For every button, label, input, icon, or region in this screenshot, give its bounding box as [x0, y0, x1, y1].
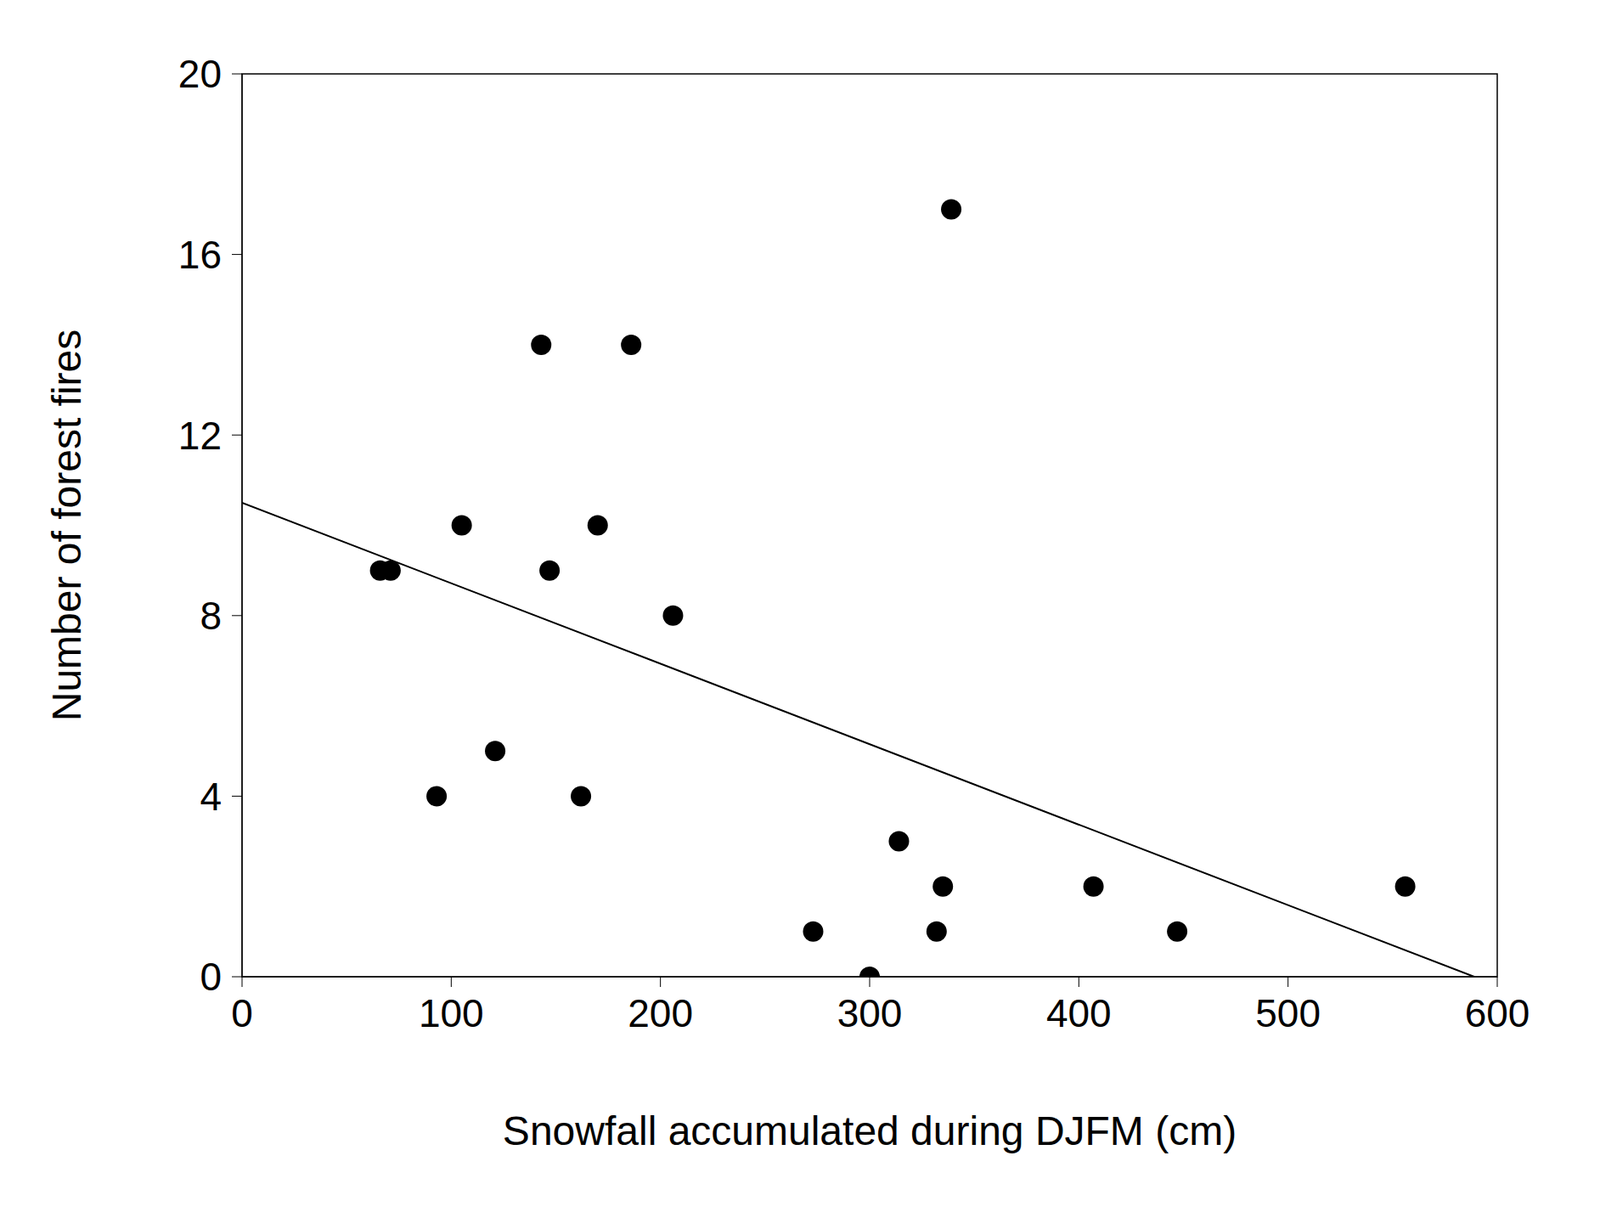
svg-text:20: 20: [178, 51, 222, 96]
svg-text:16: 16: [178, 232, 222, 277]
svg-text:500: 500: [1255, 991, 1321, 1036]
svg-text:8: 8: [199, 593, 222, 638]
svg-text:100: 100: [418, 991, 485, 1036]
svg-text:200: 200: [627, 991, 693, 1036]
svg-text:Number of forest fires: Number of forest fires: [44, 329, 90, 722]
svg-text:Snowfall accumulated during DJ: Snowfall accumulated during DJFM (cm): [502, 1108, 1237, 1154]
svg-text:300: 300: [837, 991, 903, 1036]
svg-text:600: 600: [1464, 991, 1531, 1036]
svg-text:400: 400: [1046, 991, 1112, 1036]
svg-text:4: 4: [199, 774, 222, 819]
svg-text:12: 12: [178, 413, 222, 458]
svg-text:0: 0: [199, 954, 222, 999]
svg-text:0: 0: [230, 991, 254, 1036]
